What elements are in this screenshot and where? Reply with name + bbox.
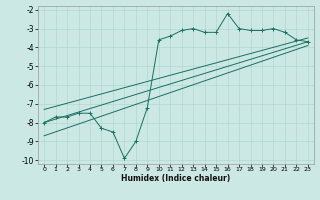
X-axis label: Humidex (Indice chaleur): Humidex (Indice chaleur) xyxy=(121,174,231,183)
